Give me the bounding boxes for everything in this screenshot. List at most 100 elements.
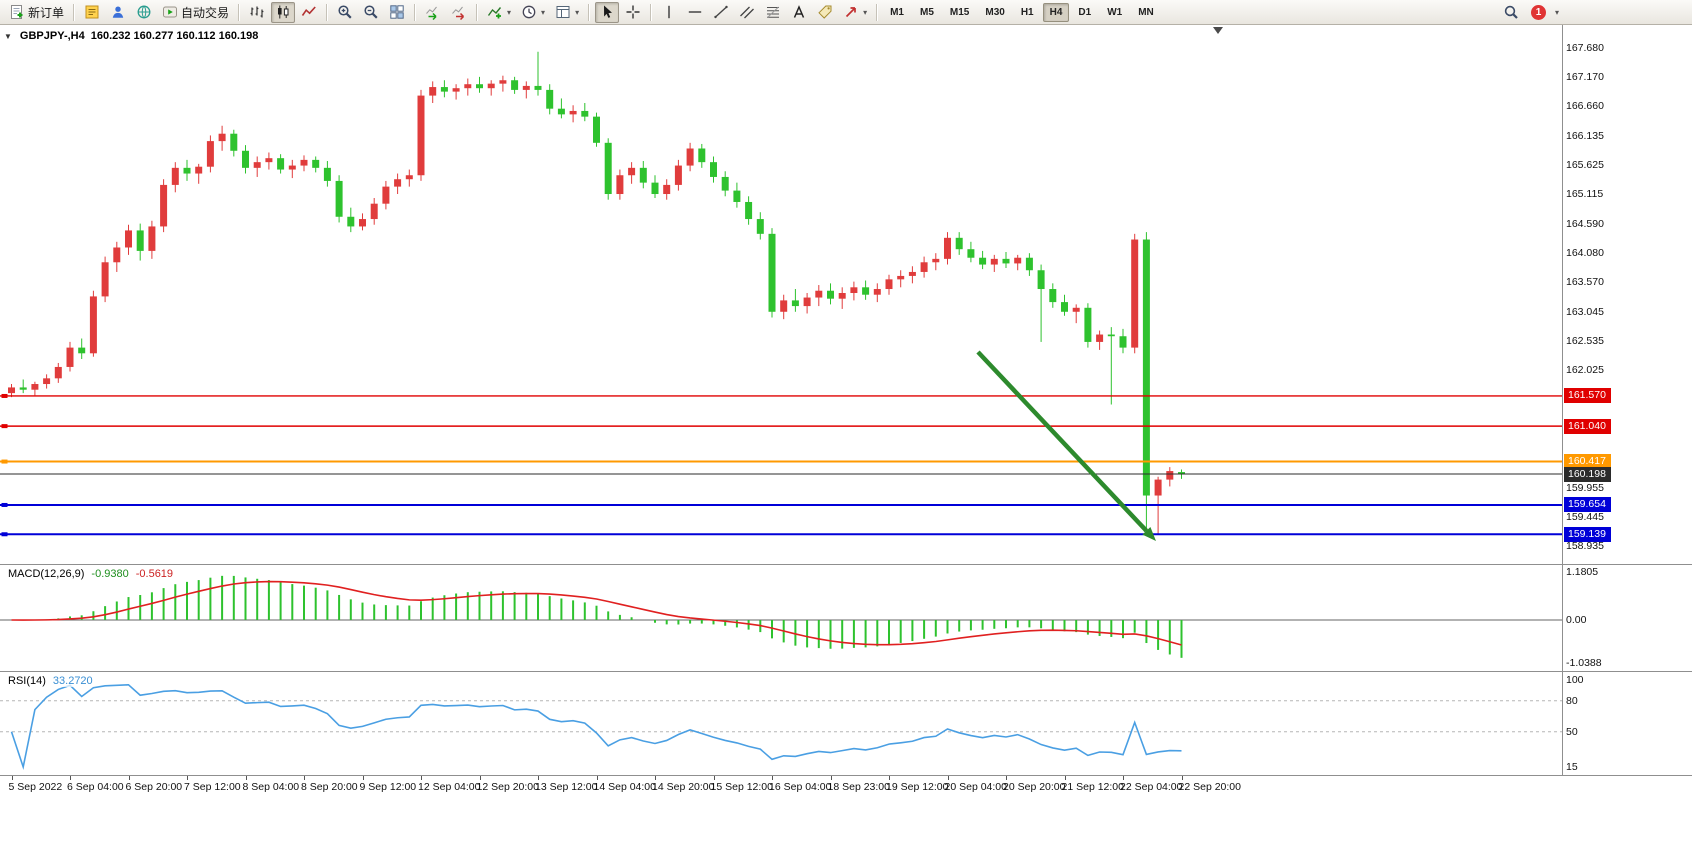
vertical-line-button[interactable] <box>657 2 681 23</box>
macd-panel-canvas[interactable] <box>0 565 1562 671</box>
crosshair-button[interactable] <box>621 2 645 23</box>
cursor-button[interactable] <box>595 1 620 23</box>
toolbar-right-group: 1 ▾ <box>1499 2 1687 23</box>
price-tick-label: 163.570 <box>1566 276 1604 289</box>
equidistant-channel-button[interactable] <box>735 2 759 23</box>
cursor-icon <box>599 4 615 20</box>
date-label: 13 Sep 12:00 <box>535 781 598 793</box>
tile-windows-button[interactable] <box>385 2 409 23</box>
date-label: 12 Sep 20:00 <box>476 781 539 793</box>
text-label-button[interactable] <box>813 2 837 23</box>
timeframe-w1[interactable]: W1 <box>1107 6 1123 18</box>
price-line-label: 159.139 <box>1564 526 1611 542</box>
profile-button[interactable] <box>106 2 130 23</box>
zoom-in-button[interactable] <box>333 2 357 23</box>
line-anchor-handle[interactable] <box>1 502 8 507</box>
panel-separator[interactable] <box>0 564 1692 565</box>
arrows-button[interactable]: ▾ <box>839 2 871 23</box>
price-chart-canvas[interactable] <box>0 25 1562 564</box>
metaeditor-button[interactable] <box>80 2 104 23</box>
line-anchor-handle[interactable] <box>1 424 8 429</box>
candle <box>359 213 366 231</box>
candle-body <box>979 257 987 265</box>
templates-button[interactable]: ▾ <box>551 2 583 23</box>
candle-body <box>862 287 870 295</box>
macd-tick-label: 0.00 <box>1566 614 1587 626</box>
time-tick <box>772 776 773 780</box>
date-label: 18 Sep 23:00 <box>827 781 890 793</box>
fibonacci-button[interactable] <box>761 2 785 23</box>
macd-indicator-label: MACD(12,26,9) -0.9380 -0.5619 <box>8 568 174 580</box>
candle-body <box>206 141 214 167</box>
timeframe-h4[interactable]: H4 <box>1042 2 1070 22</box>
chart-symbol-period: GBPJPY-,H4 <box>19 30 85 42</box>
line-chart-button[interactable] <box>297 2 321 23</box>
panel-separator[interactable] <box>0 671 1692 672</box>
timeframe-d1[interactable]: D1 <box>1078 6 1092 18</box>
candle <box>1119 328 1127 354</box>
candle-body <box>955 237 963 250</box>
chart-shift-marker-icon[interactable] <box>1213 27 1223 34</box>
macd-main-value: -0.9380 <box>91 568 129 580</box>
trend-arrow-annotation[interactable] <box>976 350 1156 541</box>
candle-body <box>944 237 951 259</box>
time-tick <box>830 776 832 780</box>
candle <box>136 223 144 261</box>
zoom-out-button[interactable] <box>359 2 383 23</box>
line-anchor-handle[interactable] <box>1 393 8 398</box>
candle-body <box>885 279 893 290</box>
rsi-value: 33.2720 <box>52 675 93 687</box>
periods-button[interactable]: ▾ <box>517 2 549 23</box>
candle <box>534 51 542 96</box>
trendline-button[interactable] <box>709 2 733 23</box>
text-button[interactable] <box>787 2 811 23</box>
candle-body <box>1049 289 1057 303</box>
axis-separator <box>1562 25 1563 776</box>
candle <box>955 232 963 255</box>
candlestick-chart-button[interactable] <box>271 1 296 23</box>
timeframe-m5[interactable]: M5 <box>920 6 934 18</box>
community-button[interactable] <box>132 2 156 23</box>
date-label: 6 Sep 20:00 <box>125 781 183 793</box>
auto-trading-button[interactable]: 自动交易 <box>158 2 233 23</box>
bar-chart-button[interactable] <box>245 2 269 23</box>
candle-body <box>616 175 624 195</box>
new-order-icon <box>9 4 25 20</box>
timeframe-m1[interactable]: M1 <box>890 6 904 18</box>
macd-signal-line <box>11 580 1182 646</box>
new-order-button[interactable]: 新订单 <box>5 2 68 23</box>
indicators-button[interactable]: ▾ <box>483 2 515 23</box>
notification-badge[interactable]: 1 <box>1530 4 1546 20</box>
candle <box>347 207 355 233</box>
search-button[interactable] <box>1499 2 1523 23</box>
clock-icon <box>521 4 537 20</box>
editor-icon <box>84 4 100 20</box>
chart-window[interactable]: ▼ GBPJPY-,H4 160.232 160.277 160.112 160… <box>0 25 1692 853</box>
line-anchor-handle[interactable] <box>1 532 8 537</box>
line-anchor-handle[interactable] <box>1 459 8 464</box>
rsi-panel-canvas[interactable] <box>0 672 1562 774</box>
timeframe-h1[interactable]: H1 <box>1020 6 1034 18</box>
chart-shift-button[interactable] <box>447 2 471 23</box>
rsi-line <box>10 683 1182 771</box>
candle <box>277 154 285 174</box>
candle <box>990 254 998 272</box>
candle-body <box>698 148 706 163</box>
candle <box>920 256 928 278</box>
timeframe-m15[interactable]: M15 <box>949 6 970 18</box>
auto-scroll-button[interactable] <box>421 2 445 23</box>
one-click-trading-icon[interactable]: ▼ <box>4 31 12 41</box>
horizontal-line-button[interactable] <box>683 2 707 23</box>
timeframe-m30[interactable]: M30 <box>985 6 1005 18</box>
candle-body <box>920 262 928 272</box>
price-tick-label: 159.955 <box>1566 481 1604 494</box>
timeframe-mn[interactable]: MN <box>1138 6 1154 18</box>
candle-body <box>1119 336 1127 348</box>
candle-body <box>347 216 355 227</box>
arrow-shaft <box>976 350 1149 533</box>
date-label: 8 Sep 04:00 <box>242 781 300 793</box>
candle-body <box>1166 471 1174 480</box>
candle-body <box>1178 472 1185 475</box>
candle <box>1025 253 1033 276</box>
candles-layer <box>8 51 1185 535</box>
